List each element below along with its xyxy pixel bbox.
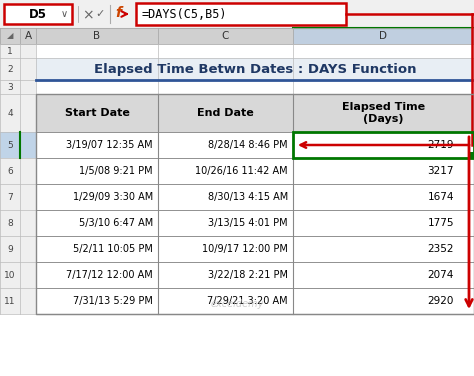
Text: 10/9/17 12:00 PM: 10/9/17 12:00 PM <box>202 244 288 254</box>
Bar <box>36 58 474 80</box>
Text: 3217: 3217 <box>428 166 454 176</box>
Text: 9: 9 <box>7 244 13 253</box>
Text: =DAYS(C5,B5): =DAYS(C5,B5) <box>142 8 228 21</box>
Text: Elapsed Time
(Days): Elapsed Time (Days) <box>342 102 425 124</box>
Text: 3/22/18 2:21 PM: 3/22/18 2:21 PM <box>208 270 288 280</box>
Text: ◢: ◢ <box>7 32 13 41</box>
Text: ✓: ✓ <box>95 9 105 19</box>
Text: 1: 1 <box>7 47 13 56</box>
Text: End Date: End Date <box>197 108 254 118</box>
Text: 8/28/14 8:46 PM: 8/28/14 8:46 PM <box>209 140 288 150</box>
Text: 8: 8 <box>7 218 13 227</box>
Bar <box>0 28 474 44</box>
Text: D: D <box>380 31 388 41</box>
Text: ∨: ∨ <box>61 9 68 19</box>
Text: 3/13/15 4:01 PM: 3/13/15 4:01 PM <box>209 218 288 228</box>
Text: 10/26/16 11:42 AM: 10/26/16 11:42 AM <box>195 166 288 176</box>
Text: C: C <box>222 31 229 41</box>
Text: A: A <box>25 31 32 41</box>
Text: 2719: 2719 <box>428 140 454 150</box>
Text: D5: D5 <box>29 8 47 21</box>
Bar <box>468 152 474 159</box>
Bar <box>136 3 346 25</box>
Text: 2352: 2352 <box>428 244 454 254</box>
Text: f: f <box>115 6 121 20</box>
Text: 5/2/11 10:05 PM: 5/2/11 10:05 PM <box>73 244 153 254</box>
Text: 4: 4 <box>7 109 13 117</box>
Text: ×: × <box>82 8 94 22</box>
Text: 3/19/07 12:35 AM: 3/19/07 12:35 AM <box>66 140 153 150</box>
Text: 8/30/13 4:15 AM: 8/30/13 4:15 AM <box>208 192 288 202</box>
Bar <box>0 132 36 158</box>
Text: Elapsed Time Betwn Dates : DAYS Function: Elapsed Time Betwn Dates : DAYS Function <box>94 62 416 76</box>
Bar <box>293 28 474 44</box>
Text: 7/31/13 5:29 PM: 7/31/13 5:29 PM <box>73 296 153 306</box>
Bar <box>0 44 474 314</box>
Bar <box>36 94 474 314</box>
Text: 2: 2 <box>7 65 13 73</box>
Text: B: B <box>93 31 100 41</box>
Text: Start Date: Start Date <box>64 108 129 118</box>
Text: 2920: 2920 <box>428 296 454 306</box>
Text: 1/29/09 3:30 AM: 1/29/09 3:30 AM <box>73 192 153 202</box>
Text: 1/5/08 9:21 PM: 1/5/08 9:21 PM <box>79 166 153 176</box>
Bar <box>36 94 474 132</box>
Bar <box>293 132 474 158</box>
Text: 3: 3 <box>7 82 13 91</box>
Bar <box>0 0 474 28</box>
Text: 6: 6 <box>7 167 13 176</box>
Text: 10: 10 <box>4 270 16 279</box>
Bar <box>0 44 36 314</box>
Text: 7/17/12 12:00 AM: 7/17/12 12:00 AM <box>66 270 153 280</box>
Text: 7/29/21 3:20 AM: 7/29/21 3:20 AM <box>207 296 288 306</box>
Text: 1674: 1674 <box>428 192 454 202</box>
Text: 7: 7 <box>7 193 13 202</box>
Text: 1775: 1775 <box>428 218 454 228</box>
Text: 11: 11 <box>4 297 16 305</box>
Text: 5/3/10 6:47 AM: 5/3/10 6:47 AM <box>79 218 153 228</box>
Text: 2074: 2074 <box>428 270 454 280</box>
Text: exceldemy: exceldemy <box>210 299 264 309</box>
Text: 5: 5 <box>7 141 13 150</box>
Bar <box>4 4 72 24</box>
